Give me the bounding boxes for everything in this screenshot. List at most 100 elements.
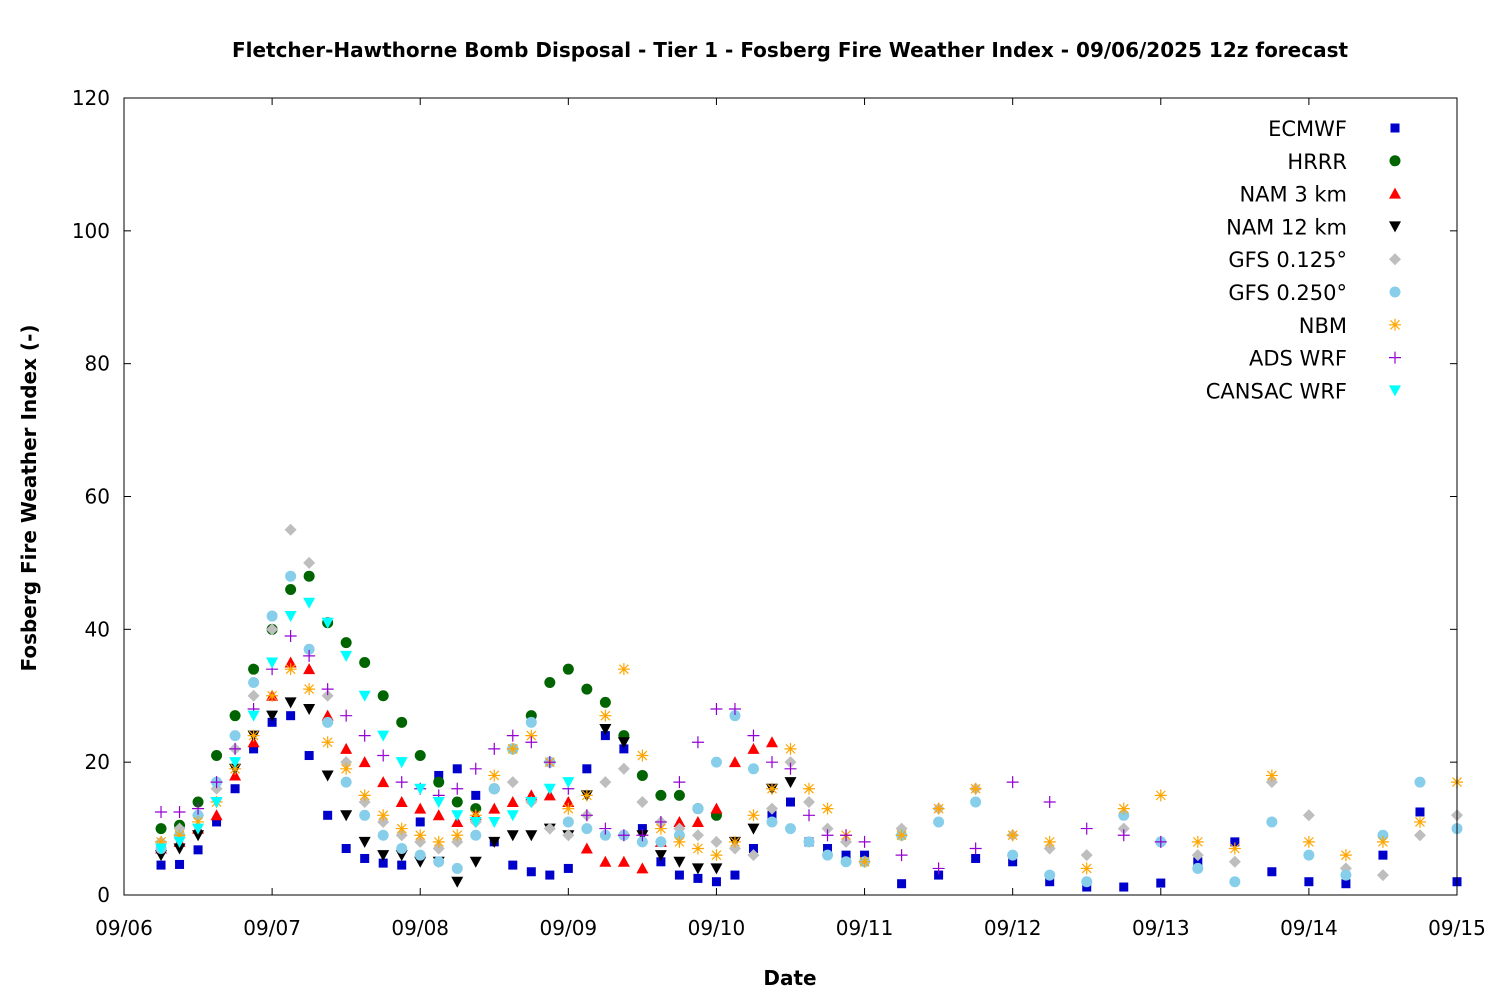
data-point <box>971 853 981 863</box>
data-point <box>286 711 296 721</box>
y-tick-label: 20 <box>85 750 110 774</box>
data-point <box>247 736 260 748</box>
y-axis-ticks: 0 20 40 60 80 100 120 <box>72 86 1457 907</box>
data-point <box>469 762 482 775</box>
data-point <box>562 829 575 842</box>
x-tick-label: 09/07 <box>243 916 301 940</box>
data-point <box>581 823 593 835</box>
data-point <box>821 802 834 815</box>
data-point <box>691 815 704 827</box>
data-point <box>377 829 389 841</box>
data-point <box>304 751 314 761</box>
data-point <box>1191 849 1204 862</box>
data-point <box>506 742 519 755</box>
data-point <box>248 663 260 675</box>
data-point <box>229 710 241 722</box>
data-point <box>674 870 684 880</box>
data-point <box>543 789 556 801</box>
legend-label: ECMWF <box>1268 117 1347 141</box>
data-point <box>617 829 630 842</box>
data-point <box>266 657 279 669</box>
legend-label: CANSAC WRF <box>1206 379 1347 403</box>
data-point <box>525 797 538 809</box>
data-point <box>432 835 445 848</box>
data-point <box>397 860 407 870</box>
data-point <box>581 683 593 695</box>
data-point <box>1117 829 1130 842</box>
data-point <box>284 697 297 709</box>
x-tick-label: 09/11 <box>836 916 894 940</box>
x-tick-label: 09/12 <box>984 916 1042 940</box>
data-point <box>1044 869 1056 881</box>
x-tick-label: 09/10 <box>688 916 746 940</box>
data-point <box>359 809 371 821</box>
data-point <box>803 796 816 809</box>
chart-title: Fletcher-Hawthorne Bomb Disposal - Tier … <box>232 38 1349 62</box>
data-point <box>396 843 408 855</box>
data-point <box>730 870 740 880</box>
data-point <box>395 757 408 769</box>
data-point <box>1265 769 1278 782</box>
data-point <box>1229 876 1241 888</box>
data-point <box>192 802 205 815</box>
data-point <box>710 849 723 862</box>
legend-label: NAM 12 km <box>1226 215 1347 239</box>
data-point <box>655 789 667 801</box>
data-point <box>303 643 315 655</box>
data-point <box>452 764 462 774</box>
data-point <box>1228 842 1241 855</box>
x-tick-label: 09/15 <box>1428 916 1486 940</box>
series-8 <box>155 597 575 855</box>
data-point <box>1302 809 1315 822</box>
data-point <box>303 597 316 609</box>
data-point <box>229 742 242 755</box>
data-point <box>654 822 667 835</box>
legend-marker <box>1389 253 1401 266</box>
data-point <box>747 809 760 822</box>
data-point <box>247 689 260 702</box>
data-point <box>358 729 371 742</box>
x-tick-label: 09/14 <box>1280 916 1338 940</box>
series-2 <box>155 656 778 874</box>
data-point <box>340 810 353 822</box>
series-4 <box>155 523 1463 882</box>
data-point <box>525 729 538 742</box>
data-point <box>599 696 611 708</box>
data-point <box>803 809 816 822</box>
data-point <box>414 802 427 814</box>
data-point <box>377 730 390 742</box>
data-point <box>488 783 500 795</box>
data-point <box>359 657 371 669</box>
data-point <box>580 809 593 822</box>
data-point <box>580 789 593 802</box>
series-5 <box>155 570 1463 888</box>
data-point <box>229 757 242 769</box>
data-point <box>1006 829 1019 842</box>
data-point <box>693 873 703 883</box>
data-point <box>765 802 778 815</box>
data-point <box>210 776 223 789</box>
data-point <box>192 809 204 821</box>
plot-frame <box>123 97 1458 896</box>
data-point <box>321 617 334 629</box>
data-point <box>654 850 667 862</box>
data-point <box>488 742 501 755</box>
data-point <box>340 762 353 775</box>
data-point <box>784 756 797 769</box>
data-point <box>860 850 870 860</box>
data-point <box>266 610 278 622</box>
data-point <box>488 816 501 828</box>
data-point <box>1043 835 1056 848</box>
data-point <box>766 816 778 828</box>
data-point <box>414 829 427 842</box>
data-point <box>728 835 741 848</box>
data-point <box>784 777 797 789</box>
data-point <box>360 853 370 863</box>
data-point <box>358 789 371 802</box>
x-tick-label: 09/09 <box>540 916 598 940</box>
legend-marker <box>1390 123 1400 133</box>
data-point <box>636 829 649 842</box>
data-point <box>710 756 722 768</box>
data-point <box>395 822 408 835</box>
